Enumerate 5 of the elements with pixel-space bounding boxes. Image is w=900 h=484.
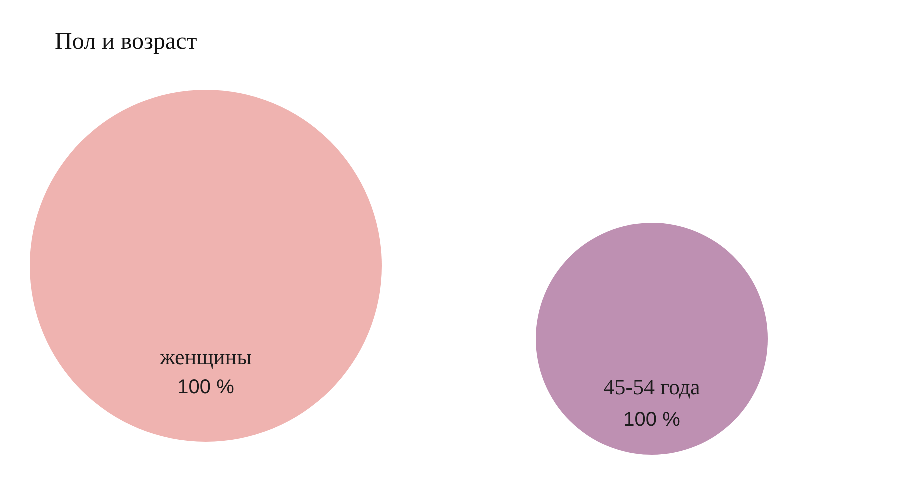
slice-label: 45-54 года (604, 374, 701, 400)
data-label: 100 % (624, 409, 681, 432)
slice-label: женщины (159, 344, 252, 370)
chart-title: Пол и возраст (55, 29, 198, 55)
data-label: 100 % (178, 376, 235, 398)
